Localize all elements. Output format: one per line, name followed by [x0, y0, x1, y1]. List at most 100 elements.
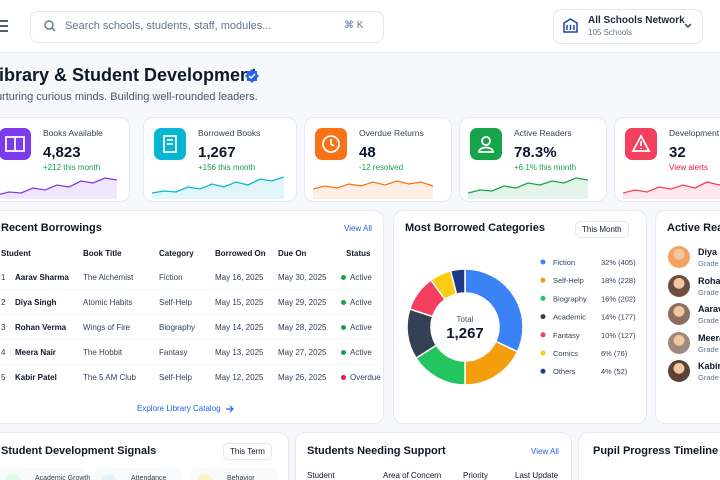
sparkline	[152, 176, 285, 199]
donut-segment	[449, 268, 466, 295]
search-box[interactable]	[30, 11, 384, 43]
arrow-icon	[226, 405, 234, 413]
value-label: 14% (177)	[601, 313, 636, 322]
table-cell: Biography	[159, 323, 196, 332]
sparkline-line	[468, 177, 589, 194]
stat-card: Active Readers 78.3% +6.1% this month	[459, 117, 607, 202]
donut-hole	[432, 294, 498, 360]
card-title: Most Borrowed Categories	[405, 222, 545, 234]
column-header: Category	[159, 249, 194, 258]
chevron	[684, 23, 692, 28]
legend-label: Fantasy	[553, 331, 580, 340]
signal-tile	[191, 468, 279, 480]
view-all[interactable]: View All	[344, 224, 372, 233]
sparkline-area	[152, 177, 284, 199]
legend-dot	[540, 350, 546, 356]
legend-dot	[540, 314, 546, 320]
row-divider	[0, 364, 377, 365]
table-cell: Meera Nair	[15, 348, 56, 357]
status-dot	[341, 275, 346, 280]
column-header: Borrowed On	[215, 249, 266, 258]
stat-change: +6.1% this month	[514, 163, 577, 172]
signal-tile	[95, 468, 183, 480]
table-cell: May 26, 2025	[278, 373, 327, 382]
table-cell: Fiction	[159, 273, 183, 282]
sparkline-area	[468, 178, 588, 199]
table-cell: 4	[1, 348, 6, 357]
status: Overdue	[350, 373, 381, 382]
reader-name: Meera Nair	[698, 332, 720, 343]
table-cell: The 5 AM Club	[83, 373, 136, 382]
stat-value: 48	[359, 144, 376, 161]
table-cell: Rohan Verma	[15, 323, 67, 332]
sparkline-area	[313, 181, 433, 199]
reader-name: Kabir Patel	[698, 361, 720, 371]
status-dot	[341, 325, 346, 330]
stat-icon	[315, 128, 347, 160]
card-title: Active Readers	[667, 222, 720, 234]
legend-dot	[540, 259, 546, 265]
sparkline-line	[623, 181, 720, 194]
legend-dot	[540, 295, 546, 301]
stat-card: Books Available 4,823 +212 this month	[0, 117, 130, 202]
recent-borrowings-card: Recent Borrowings View All Explore Libra…	[0, 210, 384, 424]
stat-change: View alerts	[669, 163, 708, 172]
table-cell: Wings of Fire	[83, 323, 131, 332]
table-cell: Fantasy	[159, 348, 188, 357]
legend-label: Academic	[553, 313, 586, 322]
legend-label: Comics	[553, 349, 578, 358]
legend-label: Self-Help	[553, 276, 584, 285]
value-label: 4% (52)	[601, 367, 628, 376]
column-header: Last Update	[515, 471, 559, 480]
active-readers-card: Active Readers Diya SinghGradeRohan Verm…	[655, 210, 720, 424]
card-title: Pupil Progress Timeline	[593, 445, 719, 457]
sparkline	[468, 177, 589, 199]
avatar	[668, 274, 690, 297]
value-label: 6% (76)	[601, 349, 628, 358]
icon-glyph	[5, 136, 25, 152]
school-icon	[563, 18, 578, 33]
stat-label: Borrowed Books	[198, 128, 261, 138]
status: Active	[350, 348, 372, 357]
stat-change: +212 this month	[43, 163, 101, 172]
verified-badge	[245, 69, 259, 83]
total-value: 1,267	[446, 325, 484, 342]
period-filter[interactable]: This Month	[575, 221, 629, 238]
table-cell: May 14, 2025	[215, 323, 264, 332]
stat-value: 1,267	[198, 144, 236, 161]
status: Active	[350, 323, 372, 332]
signals-card: Student Development Signals This Term Ac…	[0, 432, 289, 480]
sparkline-area	[623, 182, 720, 199]
network-selector[interactable]	[553, 9, 703, 44]
term-filter[interactable]: This Term	[223, 443, 272, 460]
icon-glyph	[478, 136, 494, 153]
catalog-link[interactable]: Explore Library Catalog	[137, 404, 221, 413]
stat-value: 78.3%	[514, 144, 557, 161]
legend-label: Others	[553, 367, 576, 376]
view-all[interactable]: View All	[531, 447, 559, 456]
support-card: Students Needing Support View All Studen…	[295, 432, 572, 480]
stat-card: Overdue Returns 48 -12 resolved	[304, 117, 452, 202]
value-label: 32% (405)	[601, 258, 636, 267]
legend-dot	[540, 368, 546, 374]
table-cell: May 16, 2025	[215, 273, 264, 282]
table-cell: Self-Help	[159, 373, 192, 382]
legend-dot	[540, 332, 546, 338]
sparkline-line	[0, 177, 118, 195]
total-label: Total	[457, 315, 474, 324]
card-title: Students Needing Support	[307, 445, 446, 457]
stat-icon	[470, 128, 502, 160]
reader-name: Aarav Sharma	[698, 304, 720, 314]
stat-icon	[625, 128, 657, 160]
table-cell: Diya Singh	[15, 298, 57, 307]
status-dot	[341, 350, 346, 355]
icon-glyph	[631, 134, 651, 152]
status: Active	[350, 298, 372, 307]
table-cell: May 28, 2025	[278, 323, 327, 332]
table-cell: May 13, 2025	[215, 348, 264, 357]
menu-icon[interactable]	[0, 20, 8, 32]
column-header: Book Title	[83, 249, 122, 258]
table-cell: The Alchemist	[83, 273, 134, 282]
stat-change: +156 this month	[198, 163, 256, 172]
